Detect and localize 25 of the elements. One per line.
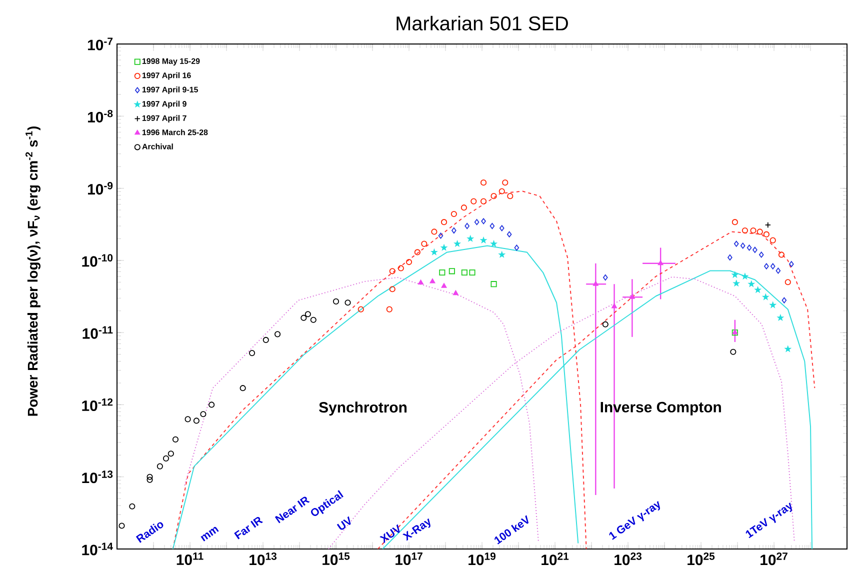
x-tick-label: 10$^{19}$ [468, 552, 496, 566]
x-tick-label: 10$^{23}$ [614, 552, 642, 566]
annotation: UV [336, 516, 351, 530]
y-tick-label: 10$^{-13}$ [82, 470, 113, 484]
annotation: mm [200, 526, 219, 542]
y-tick-label: 10$^{-12}$ [82, 398, 113, 412]
annotation: 100 keV [494, 515, 529, 544]
annotation: Near IR [274, 496, 310, 524]
annotation: Synchrotron [319, 402, 407, 416]
annotation: Far IR [234, 516, 264, 540]
y-tick-label: 10$^{-14}$ [82, 542, 113, 556]
chart-title: Markarian 501 SED [396, 16, 568, 30]
y-tick-label: 10$^{-7}$ [88, 38, 113, 50]
y-tick-label: 10$^{-10}$ [82, 254, 113, 267]
x-tick-label: 10$^{27}$ [760, 552, 788, 566]
x-tick-label: 10$^{21}$ [542, 552, 569, 566]
x-tick-label: 10$^{25}$ [688, 552, 715, 566]
x-tick-label: 10$^{15}$ [322, 552, 350, 566]
y-tick-label: 10$^{-11}$ [82, 326, 113, 339]
x-tick-label: 10$^{11}$ [176, 552, 204, 566]
y-axis-title: Power Radiated per log(ν), νF$_{ν}$ (erg cm$^{-2}$ s$^{-1}$) [26, 126, 40, 416]
y-tick-label: 10$^{-9}$ [88, 182, 113, 195]
x-tick-label: 10$^{13}$ [250, 552, 277, 566]
x-tick-label: 10$^{17}$ [396, 552, 422, 566]
y-tick-label: 10$^{-8}$ [88, 110, 113, 122]
